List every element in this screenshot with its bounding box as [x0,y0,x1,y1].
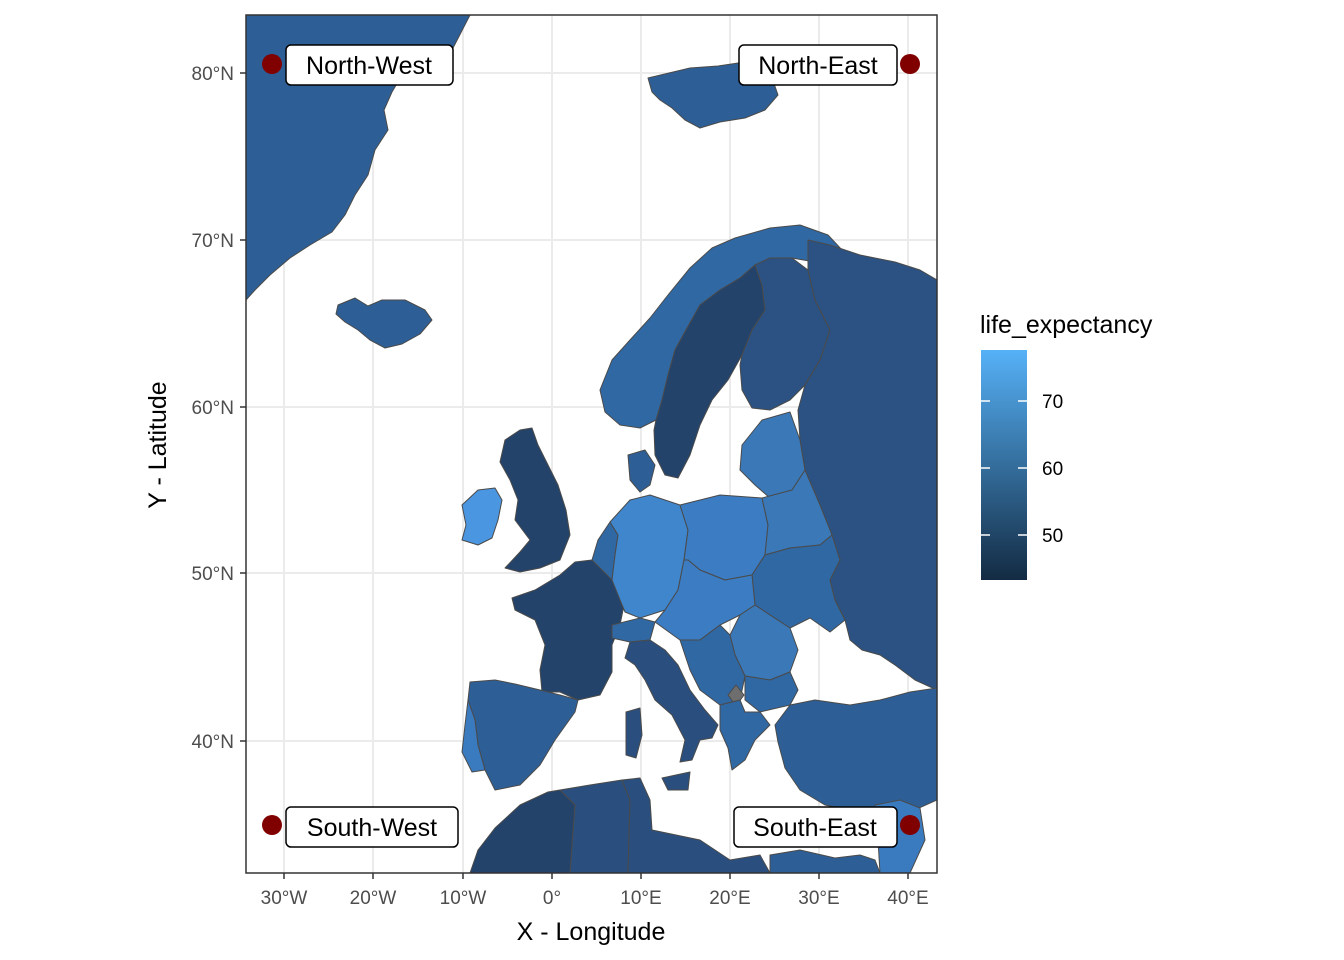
label-box-north-west [285,44,454,86]
x-tick-label: 20°W [350,888,397,909]
corner-annotations: North-West North-East South-West South-E… [262,44,920,848]
portugal [461,699,486,773]
point-north-west [262,54,282,74]
sicily [661,771,691,791]
x-tick-labels: 30°W 20°W 10°W 0° 10°E 20°E 30°E 40°E [261,888,929,909]
legend-title: life_expectancy [980,311,1153,339]
y-tick-label: 60°N [192,398,234,419]
y-tick-label: 40°N [192,732,234,753]
legend-label-60: 60 [1042,459,1063,480]
x-tick-label: 0° [543,888,561,909]
greece [719,699,771,771]
label-north-east: North-East [758,52,878,80]
point-south-west [262,815,282,835]
y-tick-label: 70°N [192,231,234,252]
france [511,559,626,701]
united-kingdom [499,427,571,573]
x-tick-label: 40°E [887,888,928,909]
label-box-north-east [738,44,898,86]
bulgaria [744,671,799,713]
sardinia [625,707,643,759]
label-north-west: North-West [306,52,432,80]
ireland [461,487,503,546]
legend-label-50: 50 [1042,526,1063,547]
denmark [627,449,656,493]
y-tick-label: 80°N [192,64,234,85]
point-north-east [900,54,920,74]
label-box-south-east [733,806,898,848]
x-tick-label: 10°W [440,888,487,909]
x-tick-label: 20°E [709,888,750,909]
x-tick-label: 10°E [620,888,661,909]
x-axis-title: X - Longitude [517,918,666,946]
land-layer [246,15,937,873]
y-axis-title: Y - Latitude [144,381,172,508]
iceland [335,297,433,349]
legend: life_expectancy 70 60 50 [980,311,1153,580]
y-tick-labels: 40°N 50°N 60°N 70°N 80°N [192,64,234,753]
finland [739,257,831,411]
legend-ticks [981,400,1027,536]
axis-ticks [240,72,909,879]
italy [624,639,719,763]
legend-label-70: 70 [1042,392,1063,413]
x-tick-label: 30°E [798,888,839,909]
y-tick-label: 50°N [192,564,234,585]
label-south-west: South-West [307,814,437,842]
label-box-south-west [285,806,459,848]
point-south-east [900,815,920,835]
legend-colorbar [981,350,1027,580]
tunisia-libya [621,777,771,873]
egypt [769,849,881,873]
panel-border [245,14,938,874]
label-south-east: South-East [753,814,877,842]
x-tick-label: 30°W [261,888,308,909]
